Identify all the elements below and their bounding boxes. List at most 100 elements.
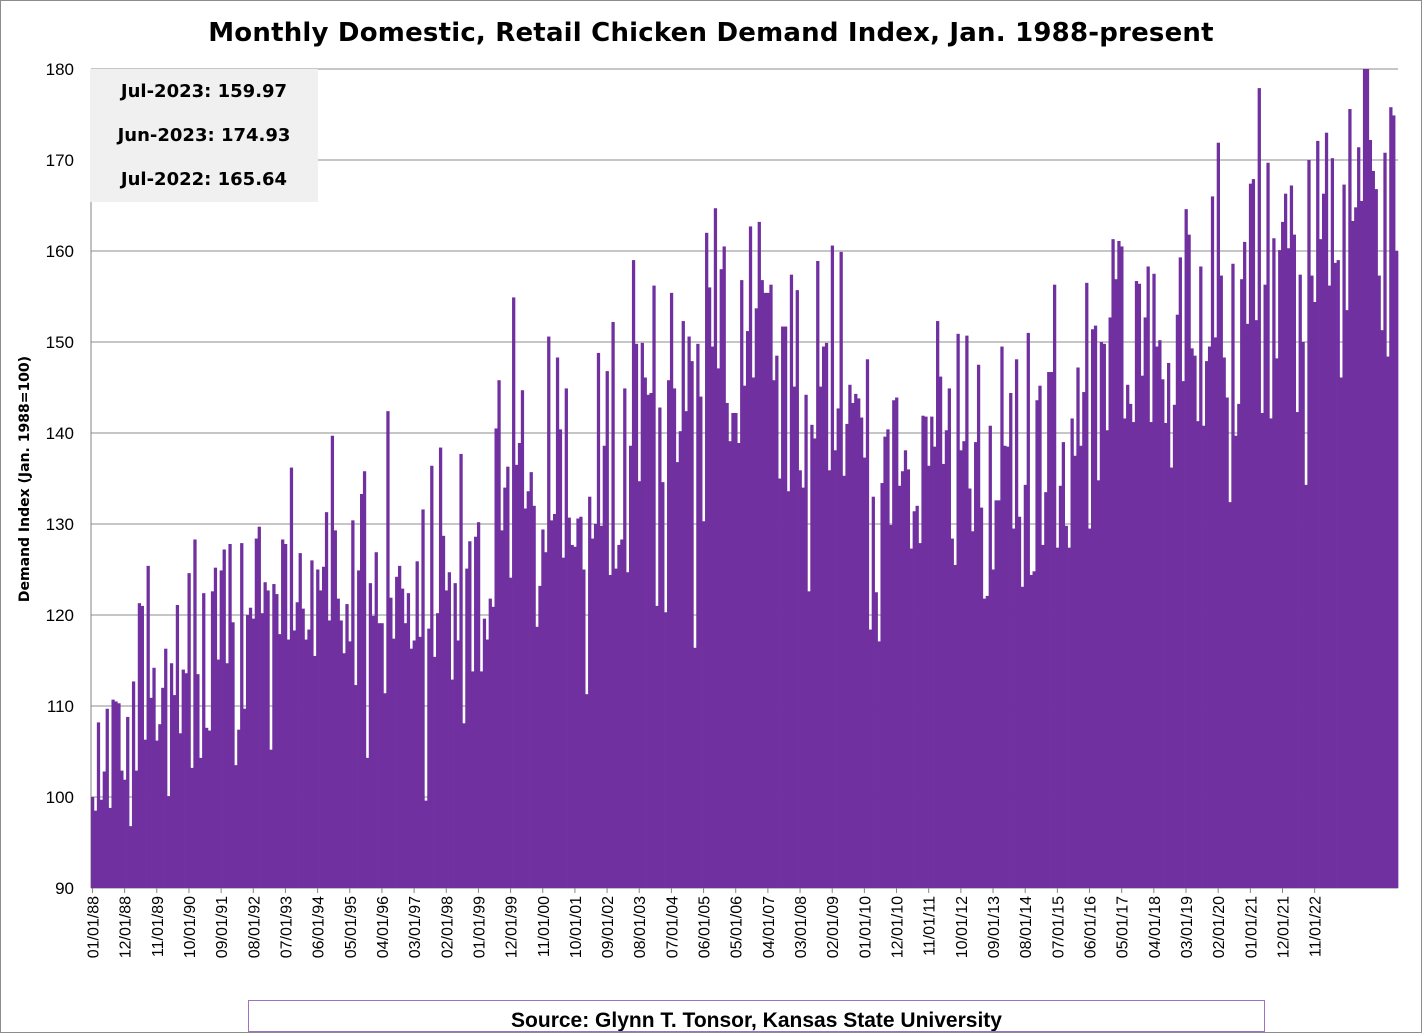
bar [962, 441, 966, 888]
bar [181, 669, 185, 888]
bar [1181, 381, 1185, 888]
bar [865, 359, 870, 888]
bar [351, 520, 355, 888]
bar [646, 394, 650, 888]
bar [900, 471, 905, 888]
bar [456, 640, 460, 888]
bar [699, 396, 703, 888]
bar [751, 377, 756, 888]
bar [593, 524, 598, 888]
bar [1009, 392, 1013, 888]
bar [845, 423, 849, 888]
bar [672, 388, 677, 888]
bar [436, 613, 440, 888]
bar [245, 615, 250, 888]
bar [1213, 337, 1218, 888]
x-tick-label: 03/01/08 [793, 896, 810, 958]
bar [854, 393, 858, 888]
bar [468, 541, 472, 888]
bar [786, 491, 791, 888]
y-tick-label: 100 [46, 788, 74, 807]
bar [1052, 284, 1057, 888]
bar [167, 796, 171, 888]
bar [883, 436, 887, 888]
bar [1260, 412, 1264, 888]
bar [1193, 355, 1197, 888]
bar [143, 739, 147, 888]
bar [1374, 189, 1378, 888]
bar [889, 524, 893, 888]
y-tick-label: 180 [46, 60, 74, 79]
bar [240, 543, 244, 888]
bar [430, 465, 434, 888]
bar [1055, 547, 1060, 888]
x-tick-label: 12/01/10 [890, 896, 907, 958]
bar [129, 826, 133, 888]
bar [664, 612, 668, 888]
bar [974, 442, 978, 888]
bar [956, 333, 960, 888]
bar [579, 516, 583, 888]
x-tick-label: 09/01/91 [214, 896, 231, 958]
bar [898, 485, 902, 888]
bar [193, 539, 197, 888]
bar [950, 538, 954, 888]
bar [933, 446, 937, 888]
y-tick-label: 110 [47, 697, 74, 716]
bar [295, 602, 299, 888]
bar [1035, 400, 1039, 888]
bar [482, 618, 487, 888]
bar [740, 280, 744, 888]
bar [96, 722, 101, 888]
bar [1365, 69, 1370, 888]
x-tick-label: 12/01/88 [118, 896, 135, 958]
bar [1082, 392, 1086, 888]
bar [339, 620, 343, 888]
bar [1395, 251, 1399, 888]
bar [316, 569, 320, 888]
bar [1050, 372, 1054, 888]
bar [497, 380, 501, 888]
bar [681, 321, 685, 888]
bar [1377, 275, 1381, 888]
x-tick-label: 08/01/92 [246, 896, 263, 958]
x-tick-label: 02/01/09 [825, 896, 842, 958]
bar [471, 671, 475, 888]
bar [187, 573, 191, 888]
bar [1324, 132, 1329, 888]
bar [658, 407, 662, 888]
y-axis-ticks: 90 100 110 120 130 140 150 160 170 180 [46, 60, 74, 898]
bar [769, 284, 773, 888]
bar [1105, 430, 1109, 888]
bar [938, 376, 943, 888]
bar [1102, 343, 1106, 888]
bar [1216, 142, 1220, 888]
bar [228, 544, 232, 888]
bar [1275, 358, 1279, 888]
bar [1368, 139, 1373, 889]
bar [1090, 329, 1095, 888]
bar [386, 411, 390, 888]
bar [819, 386, 823, 888]
bar [1064, 525, 1068, 888]
bar [278, 634, 282, 888]
bar [1114, 279, 1118, 889]
bar [1029, 574, 1033, 888]
bar [886, 429, 890, 888]
bar [1155, 346, 1159, 888]
bar [441, 535, 446, 888]
bar [231, 622, 235, 888]
bar [517, 443, 522, 888]
bar [813, 438, 817, 888]
bar [1222, 357, 1226, 889]
bar [941, 463, 946, 888]
bar [1371, 170, 1375, 889]
bar [605, 371, 609, 888]
bar [205, 727, 209, 888]
bar [930, 416, 934, 888]
bar [254, 538, 259, 888]
bar [626, 572, 630, 888]
x-tick-label: 09/01/13 [986, 896, 1003, 958]
bar [1351, 220, 1355, 889]
